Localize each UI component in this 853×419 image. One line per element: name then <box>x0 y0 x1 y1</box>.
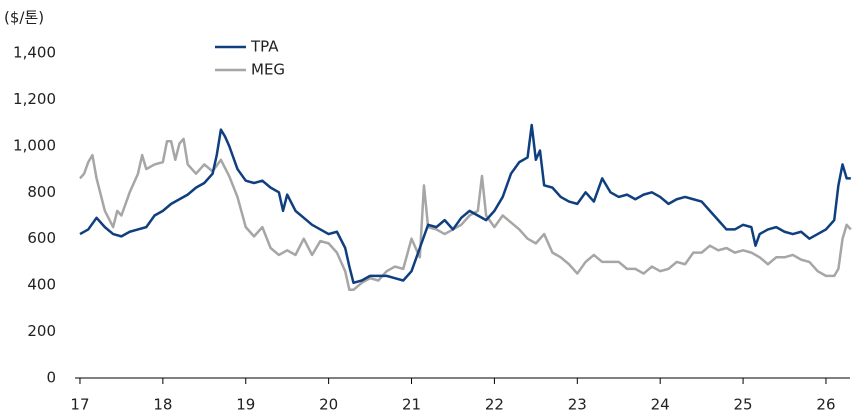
x-tick-label: 18 <box>153 396 172 414</box>
legend-label: TPA <box>250 38 279 56</box>
x-tick-label: 23 <box>568 396 587 414</box>
x-tick-label: 21 <box>402 396 421 414</box>
y-tick-label: 600 <box>27 229 56 247</box>
y-tick-label: 400 <box>27 276 56 294</box>
x-tick-label: 17 <box>70 396 89 414</box>
legend-label: MEG <box>251 61 285 79</box>
x-tick-label: 20 <box>319 396 338 414</box>
y-tick-label: 200 <box>27 322 56 340</box>
y-tick-label: 1,400 <box>13 44 56 62</box>
x-tick-label: 24 <box>651 396 670 414</box>
x-tick-label: 22 <box>485 396 504 414</box>
y-tick-label: 1,200 <box>13 90 56 108</box>
y-unit-label: ($/톤) <box>4 9 44 27</box>
line-series <box>79 137 852 292</box>
x-tick-label: 26 <box>816 396 835 414</box>
x-tick-label: 25 <box>734 396 753 414</box>
line-series <box>79 123 851 285</box>
y-tick-label: 1,000 <box>13 136 56 154</box>
y-tick-label: 800 <box>27 183 56 201</box>
y-tick-label: 0 <box>46 369 56 387</box>
x-tick-label: 19 <box>236 396 255 414</box>
